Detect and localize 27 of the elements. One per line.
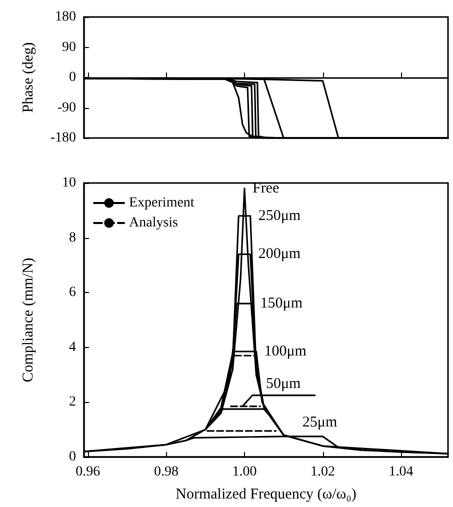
annotation: 250μm	[258, 208, 301, 224]
legend-label: Analysis	[129, 216, 178, 230]
y-tick-label: 6	[69, 285, 76, 300]
y-tick-label: 2	[69, 394, 76, 410]
annotation: 200μm	[258, 246, 301, 262]
y-tick-label: -180	[50, 130, 76, 146]
x-tick-label: 1.04	[388, 464, 414, 480]
y-tick-label: 90	[62, 40, 76, 55]
y-tick-label: 0	[69, 450, 76, 464]
x-axis-title: Normalized Frequency (ω/ω₀)	[176, 486, 356, 502]
x-tick-label: 1.02	[310, 464, 336, 480]
y-axis-title: Phase (deg)	[20, 42, 36, 113]
annotation: 50μm	[266, 376, 302, 392]
y-tick-label: 10	[62, 176, 76, 190]
x-tick-label: 0.98	[154, 464, 178, 480]
annotation: 100μm	[264, 344, 307, 360]
x-tick-label: 0.96	[76, 464, 100, 480]
y-axis-title: Compliance (mm/N)	[20, 258, 36, 382]
y-tick-label: 4	[69, 340, 76, 355]
legend-label: Experiment	[129, 196, 194, 210]
annotation: 25μm	[302, 414, 338, 430]
y-tick-label: -90	[57, 100, 76, 116]
y-tick-label: 8	[69, 230, 76, 246]
annotation: 150μm	[260, 296, 303, 312]
x-tick-label: 1.00	[232, 464, 257, 480]
y-tick-label: 180	[55, 10, 76, 24]
y-tick-label: 0	[69, 70, 76, 85]
